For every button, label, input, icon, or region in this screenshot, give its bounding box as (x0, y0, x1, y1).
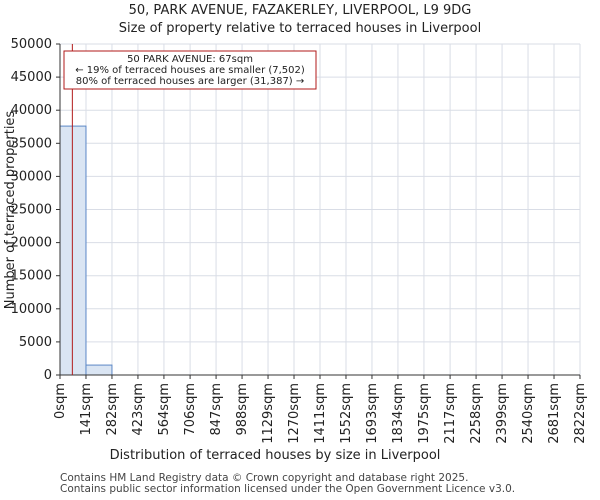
annotation-line-2: ← 19% of terraced houses are smaller (7,… (75, 65, 305, 76)
annotation-frame (63, 50, 317, 90)
bar-1 (85, 364, 113, 376)
chart-title-line-1: 50, PARK AVENUE, FAZAKERLEY, LIVERPOOL, … (129, 3, 472, 18)
x-tick-label-10: 1411sqm (313, 383, 328, 444)
x-tick-label-15: 2117sqm (443, 383, 458, 444)
x-tick-label-6: 847sqm (209, 383, 224, 436)
x-tick-label-16: 2258sqm (469, 383, 484, 444)
x-tick-label-12: 1693sqm (365, 383, 380, 444)
y-tick-label-3: 15000 (11, 269, 52, 284)
x-tick-label-2: 282sqm (105, 383, 120, 436)
x-tick-label-11: 1552sqm (339, 383, 354, 444)
bars (59, 125, 113, 376)
annotation-line-1: 50 PARK AVENUE: 67sqm (127, 54, 253, 65)
x-tick-label-20: 2822sqm (573, 383, 588, 444)
y-tick-label-7: 35000 (11, 136, 52, 151)
annotation-line-3: 80% of terraced houses are larger (31,38… (76, 76, 305, 87)
y-tick-label-5: 25000 (11, 203, 52, 218)
chart-title-line-2: Size of property relative to terraced ho… (119, 21, 481, 36)
y-ticks: 0 5000 10000 15000 20000 25000 30000 35000 40000… (11, 37, 60, 383)
x-tick-label-9: 1270sqm (287, 383, 302, 444)
x-tick-label-17: 2399sqm (495, 383, 510, 444)
x-tick-label-14: 1975sqm (417, 383, 432, 444)
annotation-box: 50 PARK AVENUE: 67sqm ← 19% of terraced … (63, 50, 317, 90)
grid (59, 43, 581, 376)
y-tick-label-2: 10000 (11, 302, 52, 317)
y-tick-label-6: 30000 (11, 169, 52, 184)
x-tick-label-8: 1129sqm (261, 383, 276, 444)
y-tick-label-0: 0 (44, 368, 52, 383)
x-tick-label-18: 2540sqm (521, 383, 536, 444)
x-tick-label-5: 706sqm (183, 383, 198, 436)
y-tick-label-4: 20000 (11, 236, 52, 251)
x-tick-label-4: 564sqm (157, 383, 172, 436)
x-tick-label-19: 2681sqm (547, 383, 562, 444)
x-ticks: 0sqm 141sqm 282sqm 423sqm 564sqm 706sqm 847sqm… (53, 375, 588, 444)
x-tick-label-7: 988sqm (235, 383, 250, 436)
footer-licence: Contains public sector information licen… (60, 483, 516, 495)
bar-0 (59, 125, 87, 376)
y-tick-label-10: 50000 (11, 37, 52, 52)
y-tick-label-8: 40000 (11, 103, 52, 118)
x-tick-label-1: 141sqm (79, 383, 94, 436)
y-tick-label-1: 5000 (19, 335, 52, 350)
x-tick-label-13: 1834sqm (391, 383, 406, 444)
y-tick-label-9: 45000 (11, 70, 52, 85)
y-axis-label: Number of terraced properties (3, 111, 18, 310)
x-tick-label-0: 0sqm (53, 383, 68, 419)
x-axis-label: Distribution of terraced houses by size … (110, 448, 441, 463)
x-tick-label-3: 423sqm (131, 383, 146, 436)
footer-copyright: Contains HM Land Registry data © Crown c… (60, 472, 469, 484)
